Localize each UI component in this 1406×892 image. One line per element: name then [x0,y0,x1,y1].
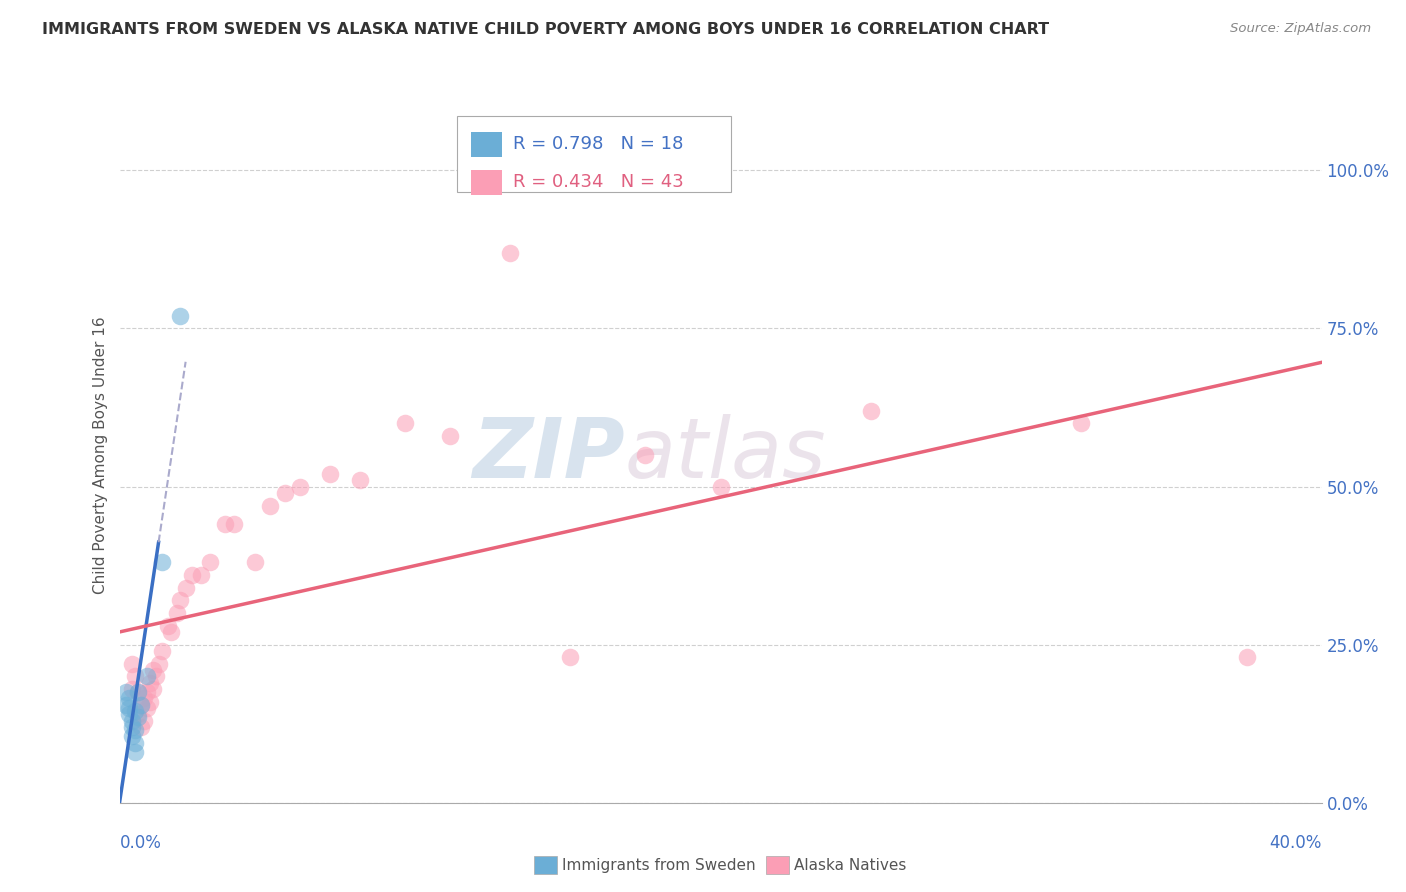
Y-axis label: Child Poverty Among Boys Under 16: Child Poverty Among Boys Under 16 [93,316,108,594]
Point [288,479,311,493]
Point [124,723,146,737]
Point [124,669,146,683]
Point [709,479,731,493]
Point [124,736,146,750]
Point [243,556,266,570]
Point [117,701,139,715]
Point [121,730,143,744]
Point [127,685,149,699]
Point [274,486,297,500]
Point [138,695,160,709]
Text: Immigrants from Sweden: Immigrants from Sweden [562,858,756,872]
Point [499,245,522,260]
Point [132,714,155,728]
Point [190,568,212,582]
Point [117,707,139,722]
Text: atlas: atlas [624,415,827,495]
Point [1070,417,1092,431]
Point [117,691,139,706]
Point [439,429,461,443]
Text: Alaska Natives: Alaska Natives [794,858,907,872]
Point [180,568,202,582]
Point [132,691,155,706]
Point [150,556,173,570]
Text: 0.0%: 0.0% [120,834,162,852]
Point [124,704,146,718]
Point [169,309,191,323]
Text: ZIP: ZIP [472,415,624,495]
Point [135,685,157,699]
Point [859,403,882,417]
Text: 40.0%: 40.0% [1270,834,1322,852]
Point [150,644,173,658]
Point [124,745,146,759]
Text: Source: ZipAtlas.com: Source: ZipAtlas.com [1230,22,1371,36]
Point [114,685,136,699]
Point [145,669,167,683]
Point [156,618,179,632]
Point [148,657,170,671]
Point [142,681,165,696]
Point [174,581,197,595]
Point [135,701,157,715]
Point [634,448,657,462]
Point [121,657,143,671]
Point [114,698,136,712]
Point [127,685,149,699]
Point [127,707,149,722]
Point [349,473,371,487]
Text: R = 0.798   N = 18: R = 0.798 N = 18 [513,136,683,153]
Point [169,593,191,607]
Point [319,467,342,481]
Text: R = 0.434   N = 43: R = 0.434 N = 43 [513,173,683,191]
Point [129,698,152,712]
Point [129,720,152,734]
Point [222,517,245,532]
Point [1236,650,1258,665]
Point [135,669,157,683]
Point [198,556,221,570]
Point [394,417,416,431]
Point [121,714,143,728]
Point [121,681,143,696]
Point [121,720,143,734]
Point [129,698,152,712]
Point [214,517,236,532]
Point [166,606,188,620]
Point [142,663,165,677]
Point [159,625,181,640]
Point [560,650,582,665]
Point [127,710,149,724]
Point [259,499,281,513]
Text: IMMIGRANTS FROM SWEDEN VS ALASKA NATIVE CHILD POVERTY AMONG BOYS UNDER 16 CORREL: IMMIGRANTS FROM SWEDEN VS ALASKA NATIVE … [42,22,1049,37]
Point [138,675,160,690]
